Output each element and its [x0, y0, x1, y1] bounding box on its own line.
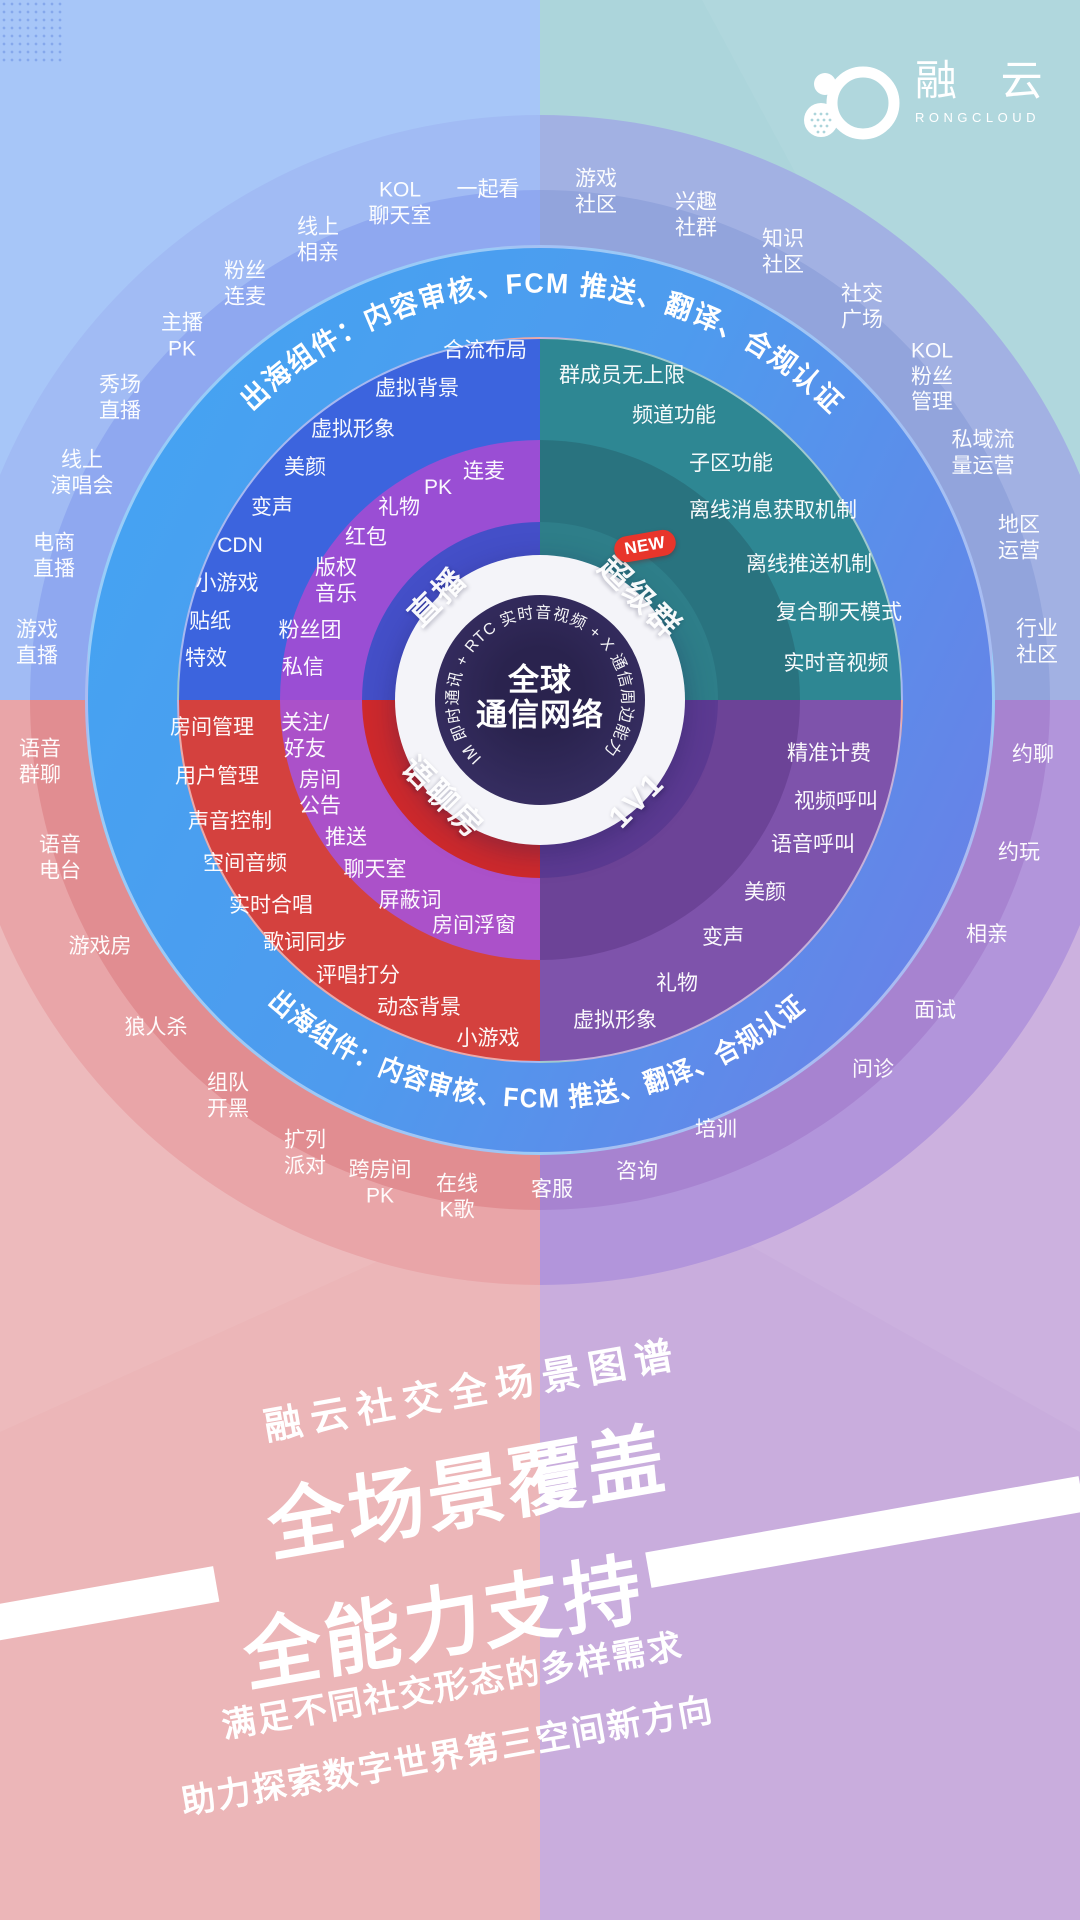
feature-label-voiceroom-outer: 用户管理: [175, 765, 259, 789]
feature-label-voiceroom-outer: 小游戏: [456, 1027, 520, 1051]
logo-zh-text: 融 云: [915, 57, 1059, 104]
feature-label-supergroup-outer: 频道功能: [632, 404, 716, 428]
feature-label-live-inner: 连麦: [463, 460, 505, 484]
feature-label-voiceroom-outer: 动态背景: [377, 996, 461, 1020]
quadrant-label-voiceroom: 语聊房: [394, 749, 492, 847]
scenario-label-1v1: 客服: [531, 1178, 573, 1202]
feature-label-1v1-outer: 语音呼叫: [771, 833, 855, 857]
feature-label-supergroup-outer: 群成员无上限: [559, 364, 685, 388]
scenario-label-live: 粉丝 连麦: [224, 259, 266, 308]
scenario-label-voiceroom: 扩列 派对: [284, 1128, 326, 1177]
feature-label-voiceroom-inner: 屏蔽词: [378, 889, 442, 913]
scenario-label-voiceroom: 语音 群聊: [19, 737, 61, 786]
feature-label-live-inner: 红包: [345, 526, 387, 550]
feature-label-voiceroom-inner: 推送: [325, 826, 367, 850]
feature-label-voiceroom-outer: 空间音频: [203, 852, 287, 876]
feature-label-1v1-outer: 精准计费: [787, 742, 871, 766]
feature-label-live-outer: 合流布局: [443, 339, 527, 363]
feature-label-live-outer: 美颜: [284, 456, 326, 480]
scenario-label-supergroup: 兴趣 社群: [675, 190, 717, 239]
scenario-label-live: 秀场 直播: [99, 373, 141, 422]
scenario-label-voiceroom: 在线 K歌: [436, 1172, 478, 1221]
feature-label-live-outer: 虚拟形象: [311, 418, 395, 442]
scenario-label-1v1: 咨询: [616, 1160, 658, 1184]
feature-label-live-outer: 变声: [251, 496, 293, 520]
feature-label-supergroup-outer: 离线消息获取机制: [689, 499, 857, 523]
feature-label-live-inner: 粉丝团: [278, 619, 342, 643]
feature-label-voiceroom-inner: 房间 公告: [299, 768, 341, 817]
feature-label-1v1-outer: 虚拟形象: [573, 1009, 657, 1033]
quadrant-label-live: 直播: [401, 560, 475, 634]
scenario-label-supergroup: 游戏 社区: [575, 167, 617, 216]
scenario-label-live: 一起看: [456, 178, 520, 202]
feature-label-live-inner: 礼物: [378, 496, 420, 520]
dot-pattern-decoration: [0, 0, 62, 62]
scenario-label-supergroup: 社交 广场: [841, 282, 883, 331]
scenario-label-live: 线上 演唱会: [50, 448, 114, 497]
feature-label-voiceroom-outer: 声音控制: [188, 810, 272, 834]
scenario-label-live: KOL 聊天室: [368, 178, 432, 227]
scenario-label-voiceroom: 游戏房: [68, 935, 132, 959]
scenario-label-voiceroom: 狼人杀: [124, 1016, 188, 1040]
quadrant-label-supergroup: 超级群: [591, 549, 689, 647]
scenario-label-1v1: 约玩: [998, 841, 1040, 865]
feature-label-live-inner: 版权 音乐: [315, 556, 357, 605]
feature-label-1v1-outer: 视频呼叫: [794, 790, 878, 814]
scenario-label-1v1: 相亲: [966, 923, 1008, 947]
scenario-label-voiceroom: 跨房间 PK: [348, 1158, 412, 1207]
feature-label-1v1-outer: 变声: [702, 926, 744, 950]
feature-label-voiceroom-inner: 聊天室: [343, 858, 407, 882]
feature-label-live-outer: 贴纸: [189, 610, 231, 634]
scenario-label-live: 电商 直播: [33, 531, 75, 580]
feature-label-voiceroom-outer: 歌词同步: [263, 931, 347, 955]
scenario-label-live: 游戏 直播: [16, 618, 58, 667]
feature-label-voiceroom-outer: 实时合唱: [229, 894, 313, 918]
rongcloud-logo: 融 云 RONGCLOUD: [795, 57, 1059, 144]
scenario-label-1v1: 问诊: [852, 1058, 894, 1082]
core-title: 全球 通信网络: [476, 662, 604, 732]
rongcloud-logo-icon: [804, 66, 900, 140]
feature-label-voiceroom-outer: 评唱打分: [316, 964, 400, 988]
feature-label-1v1-outer: 礼物: [656, 972, 698, 996]
feature-label-live-outer: 虚拟背景: [375, 377, 459, 401]
scenario-label-1v1: 面试: [914, 999, 956, 1023]
scenario-label-supergroup: 私域流 量运营: [951, 428, 1015, 477]
feature-label-supergroup-outer: 复合聊天模式: [776, 601, 902, 625]
feature-label-supergroup-outer: 离线推送机制: [746, 553, 872, 577]
scenario-label-supergroup: 知识 社区: [762, 227, 804, 276]
core-disc: [435, 595, 645, 805]
feature-label-live-outer: 小游戏: [195, 572, 259, 596]
scenario-label-voiceroom: 组队 开黑: [207, 1071, 249, 1120]
scenario-label-supergroup: 行业 社区: [1016, 617, 1058, 666]
scenario-label-1v1: 培训: [695, 1118, 737, 1142]
feature-label-live-inner: 私信: [282, 656, 324, 680]
scenario-label-live: 主播 PK: [161, 311, 203, 360]
quadrant-label-1v1: 1V1: [601, 764, 672, 835]
feature-label-supergroup-outer: 实时音视频: [783, 652, 889, 676]
feature-label-live-inner: PK: [423, 476, 453, 500]
feature-label-supergroup-outer: 子区功能: [689, 452, 773, 476]
feature-label-voiceroom-inner: 房间浮窗: [432, 914, 516, 938]
scenario-label-voiceroom: 语音 电台: [39, 833, 81, 882]
scenario-label-supergroup: KOL 粉丝 管理: [910, 339, 954, 414]
scenario-label-live: 线上 相亲: [297, 215, 339, 264]
logo-en-text: RONGCLOUD: [915, 110, 1041, 126]
feature-label-live-outer: 特效: [185, 647, 227, 671]
scenario-label-1v1: 约聊: [1012, 743, 1054, 767]
scenario-label-supergroup: 地区 运营: [998, 513, 1040, 562]
feature-label-voiceroom-inner: 关注/ 好友: [281, 711, 329, 760]
feature-label-live-outer: CDN: [217, 534, 263, 558]
feature-label-1v1-outer: 美颜: [744, 881, 786, 905]
feature-label-voiceroom-outer: 房间管理: [170, 716, 254, 740]
